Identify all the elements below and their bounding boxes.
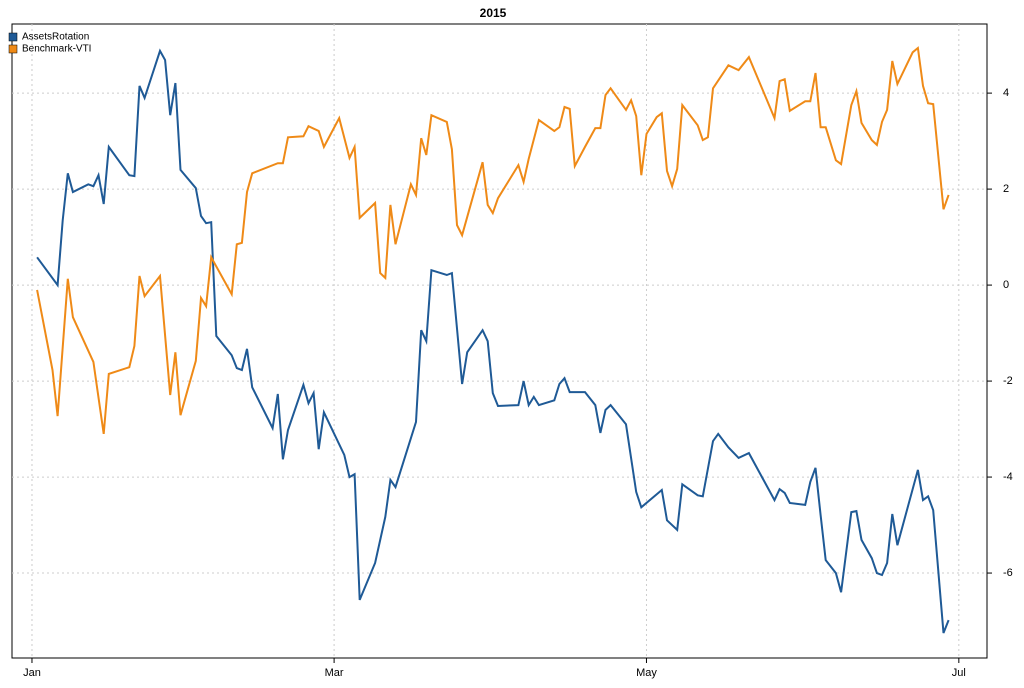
series-line (36, 46, 950, 435)
x-tick-label: May (636, 667, 657, 679)
y-tick-label: 4 (1003, 87, 1009, 99)
y-tick-label: 2 (1003, 183, 1009, 195)
y-tick-label: -4 (1003, 471, 1013, 483)
legend-label: AssetsRotation (22, 32, 89, 43)
series-line (36, 48, 950, 634)
x-tick-label: Jan (23, 667, 41, 679)
legend-swatch (8, 32, 18, 42)
y-tick-label: -2 (1003, 375, 1013, 387)
x-tick-label: Jul (952, 667, 966, 679)
legend-label: Benchmark-VTI (22, 44, 91, 55)
plot-frame (11, 23, 988, 659)
y-tick-label: -6 (1003, 567, 1013, 579)
chart-title: 2015 (480, 6, 507, 20)
x-tick-label: Mar (325, 667, 344, 679)
legend-swatch (8, 44, 18, 54)
y-tick-label: 0 (1003, 279, 1009, 291)
